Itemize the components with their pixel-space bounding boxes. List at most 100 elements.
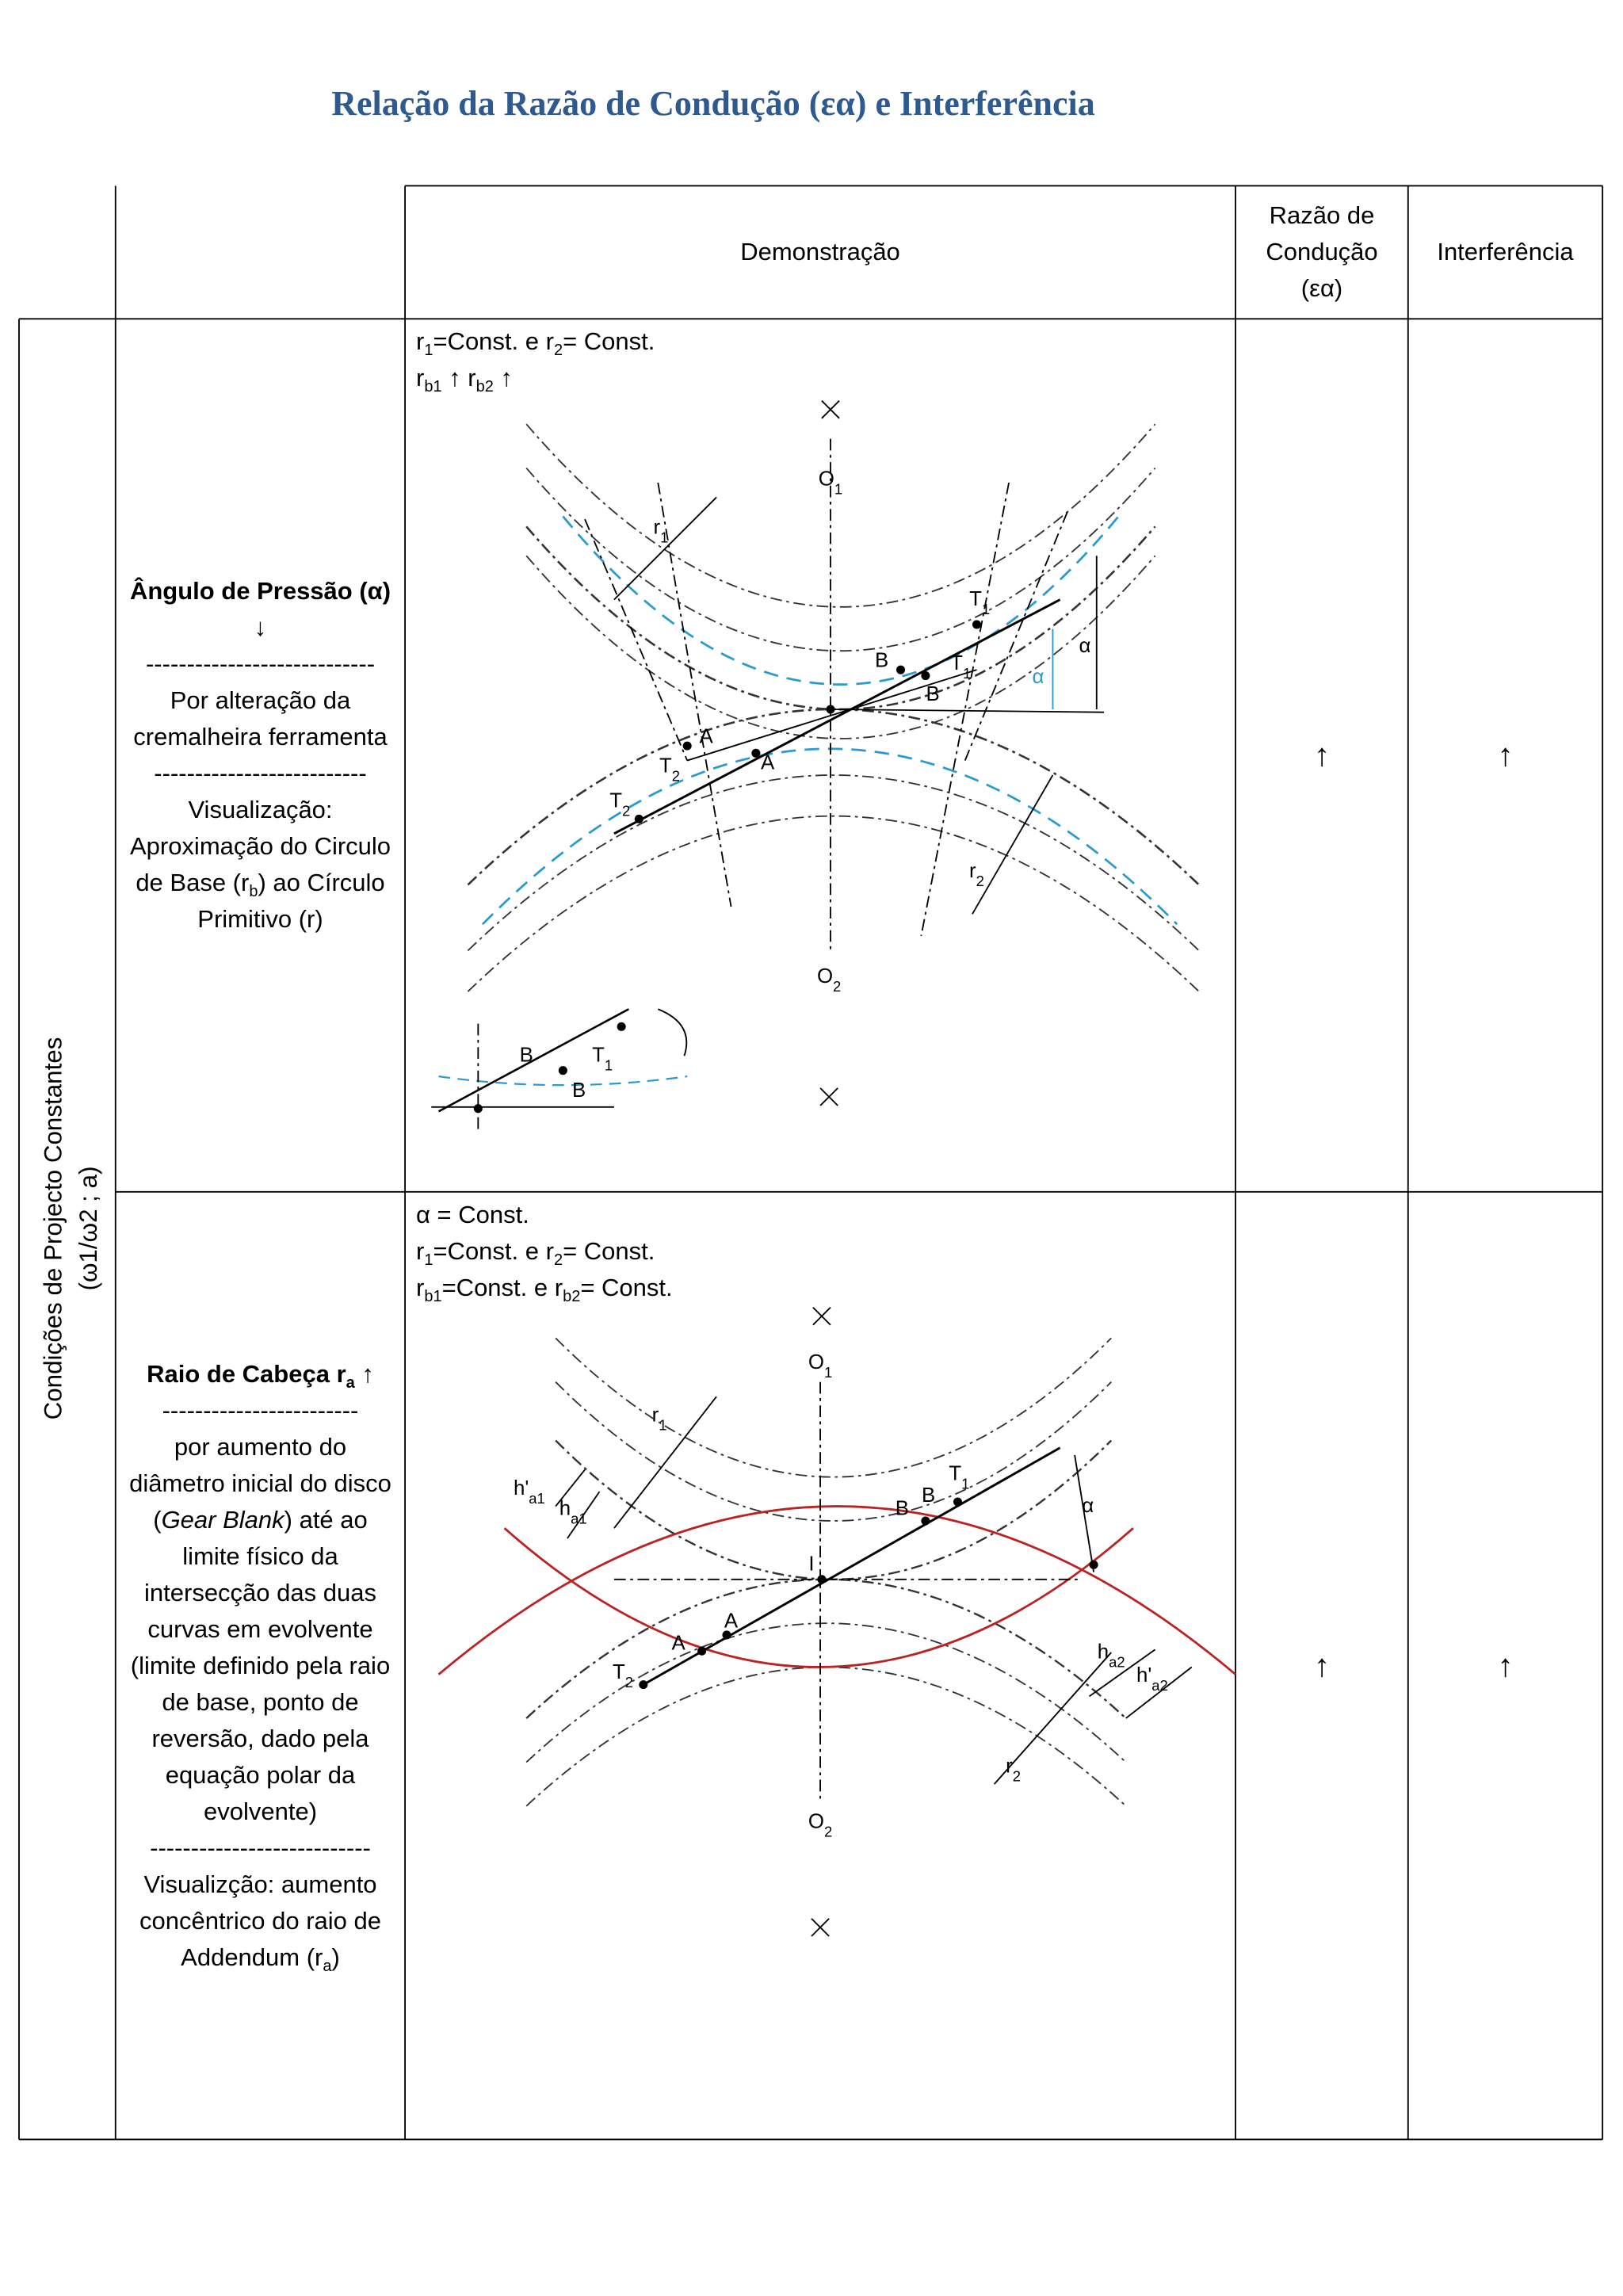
diagram-label: T2 — [609, 790, 630, 819]
conditions: α = Const. r1=Const. e r2= Const. rb1=Cons… — [416, 1197, 673, 1306]
text: r — [652, 1404, 659, 1427]
diagram-label: B — [926, 683, 940, 705]
header-text: Interferência — [1437, 238, 1574, 266]
diagram-label: r2 — [1006, 1755, 1021, 1784]
point — [953, 1497, 963, 1507]
text: ---------------------------- — [145, 650, 376, 678]
row-label: Ângulo de Pressão (α) ↓ -----------------… — [116, 319, 405, 1192]
diagram-label: r1 — [652, 1404, 667, 1434]
arrow: ↑ — [1497, 738, 1514, 773]
text: T — [613, 1661, 625, 1683]
subscript: 1 — [424, 342, 433, 360]
text: Ângulo de Pressão (α) ↓ — [129, 577, 391, 641]
radial — [584, 518, 689, 761]
label-block: Por alteração da cremalheira ferramenta — [125, 682, 395, 755]
point — [722, 1630, 731, 1640]
arrow: ↑ — [1314, 1648, 1330, 1683]
curve — [437, 1505, 1236, 1675]
diagram-label: r2 — [969, 860, 984, 889]
line-of-action — [613, 598, 1061, 835]
text: B — [875, 649, 888, 671]
diagram-label: α — [1033, 666, 1044, 688]
cross — [819, 1087, 838, 1106]
text: T — [592, 1045, 605, 1067]
diagram-label: ha1 — [559, 1498, 587, 1527]
text: ↑ — [493, 364, 514, 392]
header-text: Demonstração — [740, 238, 900, 266]
text: r — [416, 327, 425, 355]
cross — [811, 1918, 830, 1937]
text: h — [1098, 1641, 1109, 1663]
point — [617, 1022, 626, 1031]
point — [634, 814, 643, 823]
label-block: por aumento do diâmetro inicial do disco… — [125, 1429, 395, 1830]
italic: Gear Blank — [161, 1505, 285, 1534]
text: O — [808, 1351, 824, 1373]
header-interference: Interferência — [1408, 185, 1602, 319]
diagram-label: T2 — [613, 1661, 633, 1690]
diagram-label: ha2 — [1098, 1641, 1125, 1670]
line-of-action — [686, 669, 977, 762]
label-block: ---------------------------- — [146, 646, 375, 682]
text: ) até ao limite físico da intersecção da… — [130, 1505, 391, 1825]
inset-line — [437, 1008, 629, 1113]
dimension — [1089, 1648, 1156, 1698]
text: O — [819, 468, 834, 491]
subscript: b — [249, 883, 258, 901]
text: α — [1033, 666, 1044, 688]
curve — [525, 423, 1156, 608]
text: =Const. e r — [433, 327, 554, 355]
cell-interference: ↑ — [1408, 1192, 1602, 2139]
subscript: 2 — [625, 1674, 633, 1690]
arrow: ↑ — [1497, 1648, 1514, 1683]
curve — [503, 1527, 1134, 1668]
text: r — [416, 1274, 425, 1301]
dimension — [1125, 1666, 1193, 1719]
diagram-label: T2 — [659, 755, 680, 784]
curve — [555, 1381, 1112, 1522]
subscript: 1 — [424, 1251, 433, 1270]
text: =Const. e r — [433, 1237, 554, 1265]
diagram-label: B — [922, 1484, 935, 1507]
text: T — [950, 652, 963, 674]
row-label: Raio de Cabeça ra ↑ ---------------------… — [116, 1192, 405, 2139]
curve — [525, 555, 1156, 739]
label-block: Visualização: Aproximação do Circulo de … — [125, 792, 395, 938]
subscript: 2 — [553, 1251, 563, 1270]
text: por aumento do diâmetro inicial do disco… — [129, 1432, 391, 1534]
diagram-label: I — [808, 1553, 814, 1576]
text: ↑ r — [441, 364, 476, 392]
text: α = Const. — [416, 1201, 529, 1228]
page-title: Relação da Razão de Condução (εα) e Inte… — [331, 84, 1095, 123]
arrow: ↑ — [1314, 738, 1330, 773]
point — [972, 620, 982, 629]
condition-line: r1=Const. e r2= Const. — [416, 323, 655, 360]
dimension — [555, 1469, 586, 1507]
diagram-label: T1 — [949, 1462, 969, 1492]
curve — [467, 774, 1200, 952]
text: B — [922, 1484, 935, 1507]
cross — [821, 400, 840, 419]
radius — [993, 1652, 1112, 1785]
text: A — [724, 1610, 739, 1633]
subscript: b2 — [475, 378, 494, 396]
condition-line: rb1 ↑ rb2 ↑ — [416, 360, 655, 396]
point — [896, 665, 906, 674]
diagram-label: B — [875, 649, 888, 671]
subscript: 2 — [672, 767, 680, 784]
text: r — [416, 1237, 425, 1265]
curve — [555, 1439, 1113, 1580]
radius — [613, 1396, 717, 1529]
subscript: 1 — [982, 600, 990, 617]
text: B — [572, 1079, 586, 1102]
text: α — [1079, 635, 1091, 657]
diagram-label: h'a2 — [1136, 1664, 1168, 1694]
text: α — [1082, 1495, 1094, 1517]
text: T — [969, 588, 982, 610]
header-line: (εα) — [1300, 274, 1343, 302]
point — [921, 1516, 930, 1526]
text: r — [416, 364, 425, 392]
radius — [613, 496, 717, 601]
point — [639, 1680, 648, 1690]
